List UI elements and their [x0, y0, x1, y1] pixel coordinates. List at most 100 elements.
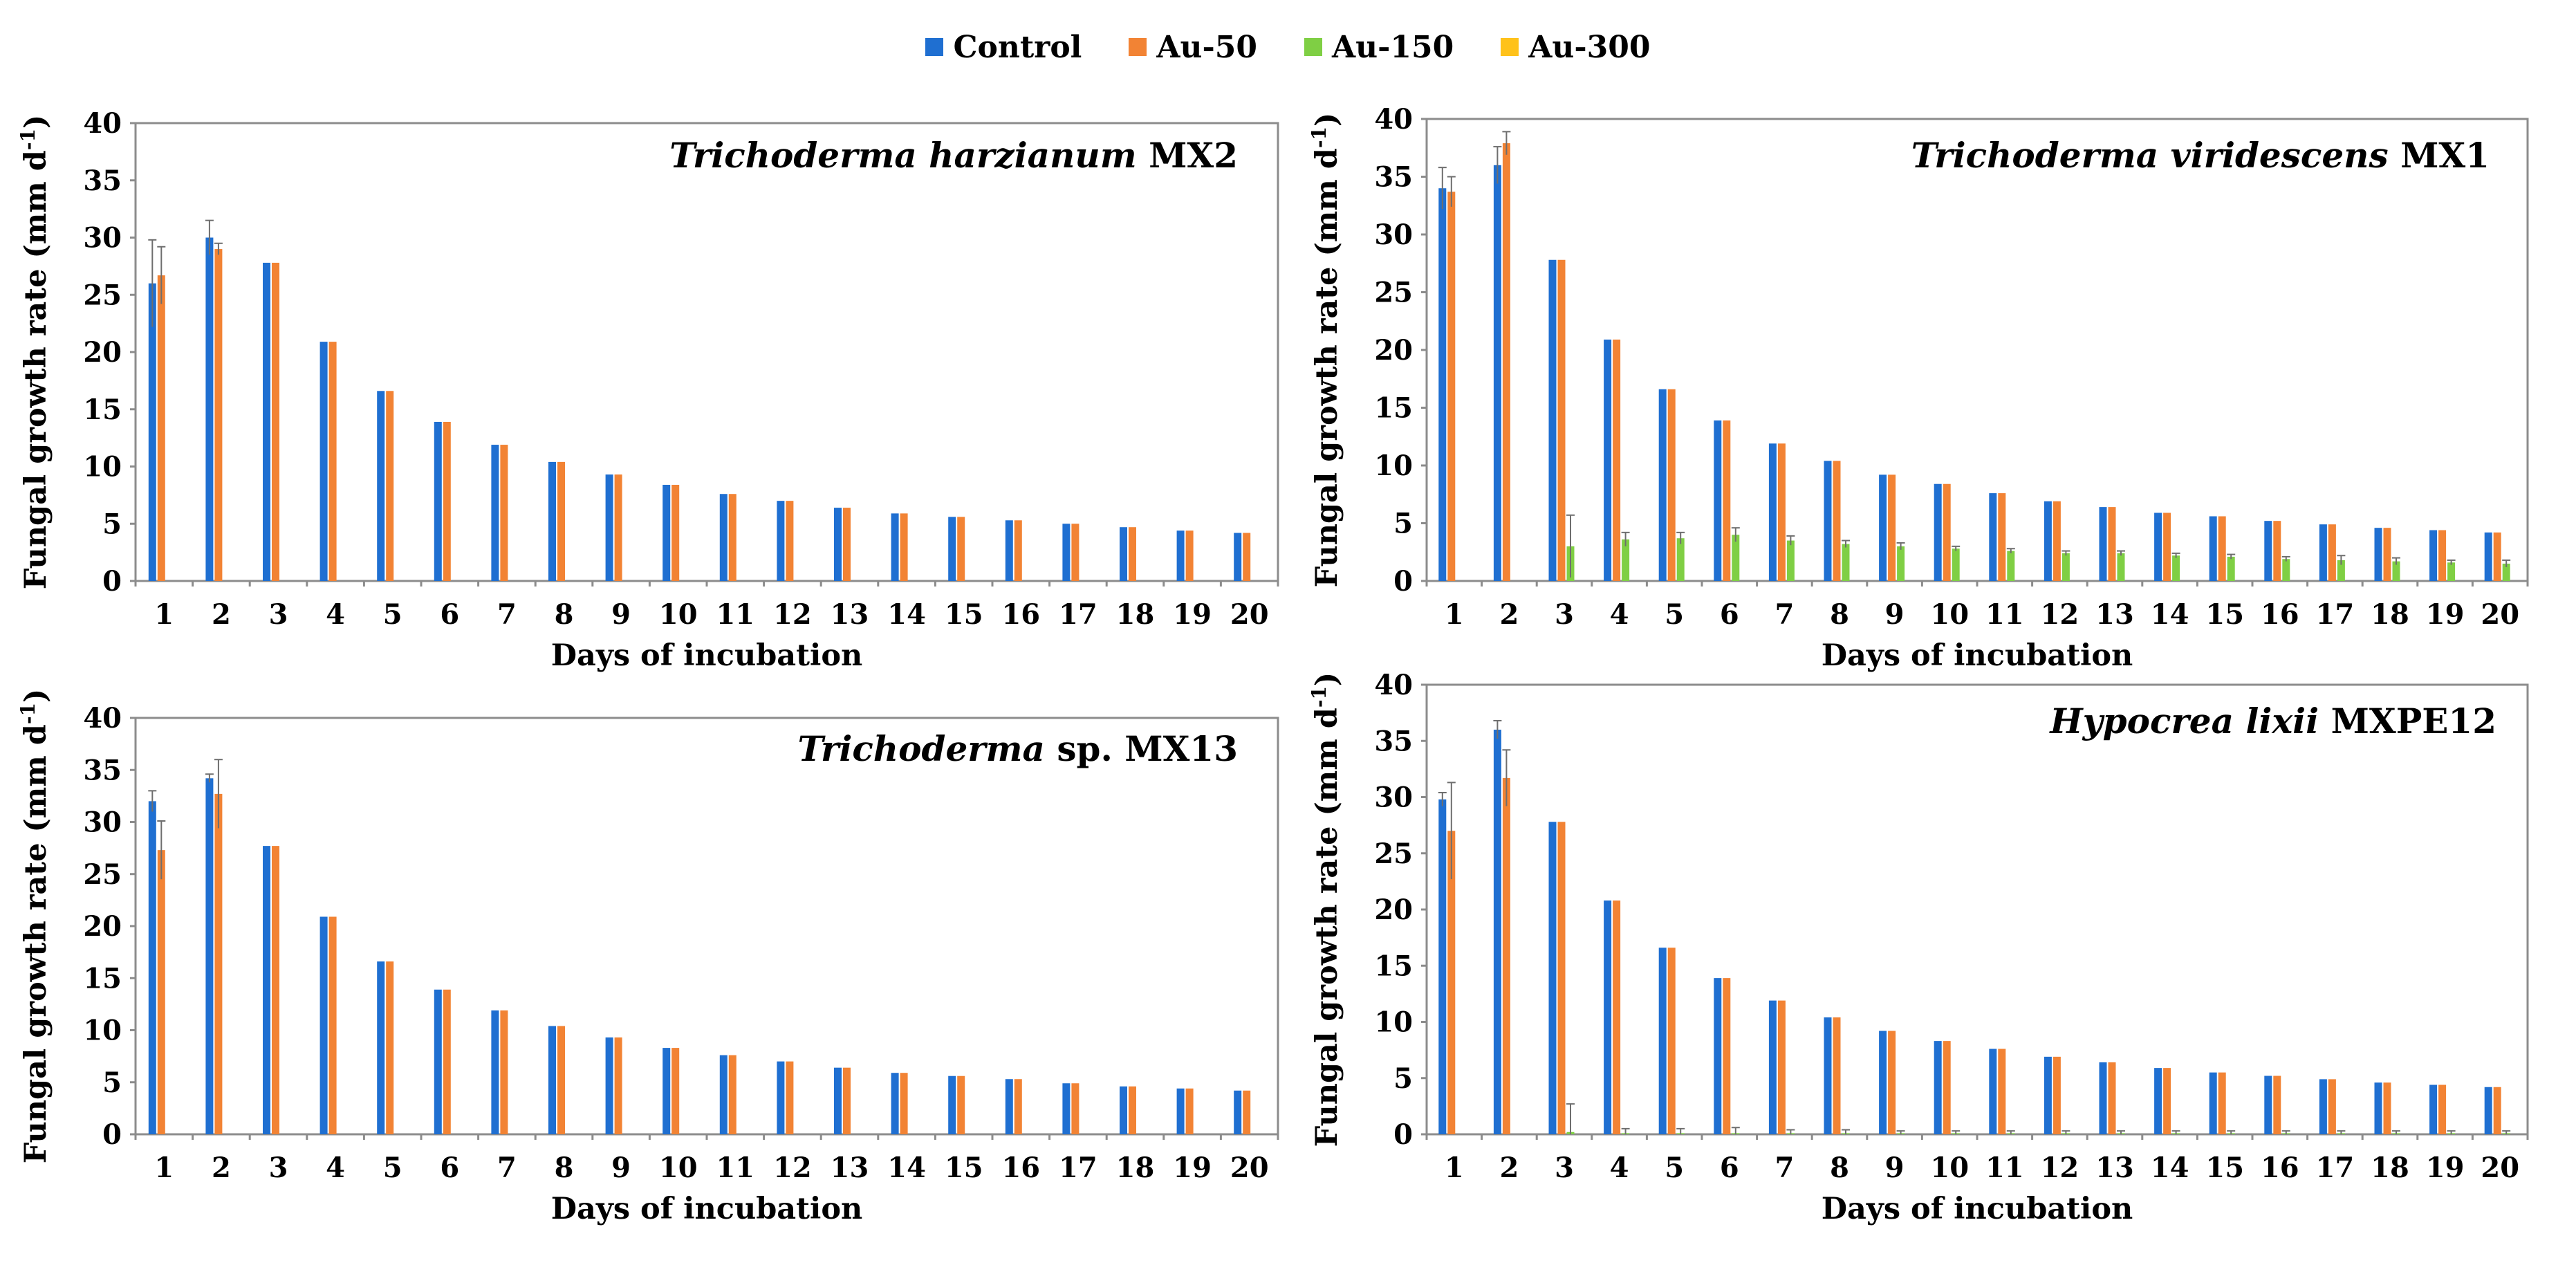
bar-control-day-3	[263, 262, 270, 581]
legend-swatch-au-150	[1304, 38, 1323, 56]
bar-au-50-day-18	[1129, 1086, 1136, 1134]
chart-title-species: Trichoderma harzianum	[669, 135, 1136, 176]
legend-label-au-50: Au-50	[1156, 29, 1258, 65]
chart-title-strain: MX2	[1137, 135, 1238, 176]
bar-au-50-day-19	[1185, 530, 1194, 581]
bar-control-day-11	[1989, 493, 1997, 581]
x-tick-label: 3	[1555, 598, 1574, 631]
x-tick-label: 7	[497, 1152, 517, 1184]
y-tick-label: 0	[1393, 565, 1413, 598]
x-tick-label: 7	[1775, 1152, 1794, 1184]
bar-au-50-day-15	[2218, 1072, 2226, 1134]
chart-legend: Control Au-50 Au-150 Au-300	[0, 19, 2576, 75]
x-tick-label: 3	[269, 1152, 288, 1184]
y-axis-title-superscript: -1	[1308, 686, 1331, 708]
x-tick-label: 8	[1830, 598, 1849, 631]
y-tick-label: 25	[83, 279, 122, 311]
bar-control-day-4	[1604, 901, 1612, 1134]
bar-au-50-day-9	[614, 1037, 622, 1134]
bar-au-50-day-12	[786, 1061, 794, 1134]
x-tick-label: 18	[1116, 598, 1155, 631]
plot-area-frame	[1425, 683, 2529, 1136]
y-tick-label: 40	[83, 702, 122, 735]
x-tick-label: 15	[945, 598, 983, 631]
bar-control-day-9	[1879, 474, 1887, 581]
x-tick-label: 11	[716, 598, 754, 631]
bar-control-day-4	[319, 916, 328, 1134]
x-tick-label: 20	[1230, 598, 1269, 631]
bar-au-150-day-13	[2117, 553, 2125, 581]
x-tick-label: 7	[497, 598, 517, 631]
chart-title: Trichoderma sp. MX13	[797, 728, 1238, 769]
bar-au-150-day-14	[2172, 555, 2180, 581]
bar-au-150-day-17	[2337, 560, 2345, 581]
bar-control-day-3	[263, 846, 270, 1134]
bar-au-50-day-8	[557, 1026, 565, 1134]
bar-au-50-day-6	[1723, 420, 1731, 581]
y-tick-label: 20	[1374, 894, 1413, 926]
bar-au-50-day-17	[1071, 1083, 1079, 1134]
x-tick-label: 10	[659, 1152, 698, 1184]
x-tick-label: 6	[1720, 1152, 1739, 1184]
y-axis-title-main: Fungal growth rate (mm d	[1310, 708, 1344, 1147]
legend-item-au-150: Au-150	[1304, 30, 1454, 65]
bar-au-150-day-5	[1676, 538, 1685, 581]
y-axis-title: Fungal growth rate (mm d-1)	[1308, 113, 1345, 588]
bar-au-50-day-7	[1777, 1000, 1786, 1134]
bar-control-day-12	[777, 501, 785, 581]
bar-control-day-10	[1934, 483, 1942, 581]
x-tick-label: 12	[2041, 598, 2079, 631]
x-tick-label: 9	[611, 1152, 631, 1184]
x-tick-label: 8	[1830, 1152, 1849, 1184]
x-tick-label: 1	[1445, 1152, 1464, 1184]
bar-control-day-20	[1234, 533, 1242, 581]
bar-control-day-15	[2209, 1072, 2217, 1134]
x-tick-label: 2	[212, 598, 231, 631]
bar-au-50-day-14	[2163, 1068, 2171, 1134]
x-axis-title: Days of incubation	[551, 638, 863, 673]
bar-control-day-6	[434, 989, 442, 1134]
bar-au-50-day-2	[1502, 143, 1510, 581]
bar-au-50-day-14	[900, 1073, 908, 1134]
bar-control-day-16	[2264, 1075, 2272, 1134]
bar-control-day-18	[2374, 1082, 2382, 1134]
x-tick-label: 15	[945, 1152, 983, 1184]
bar-control-day-1	[1438, 188, 1447, 581]
bar-au-50-day-8	[1833, 461, 1841, 581]
x-tick-label: 10	[1930, 1152, 1969, 1184]
bar-control-day-7	[1768, 1000, 1777, 1134]
y-axis-title-close: )	[1310, 672, 1344, 686]
x-tick-label: 14	[887, 1152, 926, 1184]
x-tick-label: 16	[1001, 598, 1040, 631]
bar-control-day-13	[834, 1067, 842, 1134]
bar-au-50-day-16	[1014, 1079, 1022, 1134]
chart-title-strain: MX1	[2389, 135, 2490, 176]
bar-au-50-day-7	[1777, 443, 1786, 581]
x-tick-label: 19	[1173, 1152, 1212, 1184]
bar-control-day-6	[434, 421, 442, 581]
legend-label-au-300: Au-300	[1528, 29, 1651, 65]
x-axis-title: Days of incubation	[551, 1192, 863, 1226]
bar-au-50-day-14	[900, 513, 908, 581]
bar-au-50-day-16	[2273, 1075, 2281, 1134]
bar-control-day-5	[1658, 948, 1667, 1134]
legend-item-control: Control	[925, 30, 1082, 65]
y-tick-label: 15	[83, 962, 122, 995]
y-tick-label: 5	[102, 1067, 122, 1099]
plot-area-frame	[1425, 118, 2529, 582]
bar-control-day-8	[548, 1026, 556, 1134]
bar-control-day-10	[662, 484, 671, 581]
y-tick-label: 35	[1374, 161, 1413, 194]
legend-label-control: Control	[953, 29, 1082, 65]
y-tick-label: 15	[1374, 950, 1413, 982]
x-tick-label: 1	[154, 1152, 174, 1184]
x-tick-label: 10	[659, 598, 698, 631]
bar-au-50-day-3	[272, 262, 279, 581]
bar-control-day-9	[1879, 1031, 1887, 1134]
y-tick-label: 10	[83, 451, 122, 483]
x-tick-label: 9	[1885, 598, 1905, 631]
bar-au-50-day-6	[443, 989, 451, 1134]
x-tick-label: 13	[831, 598, 869, 631]
